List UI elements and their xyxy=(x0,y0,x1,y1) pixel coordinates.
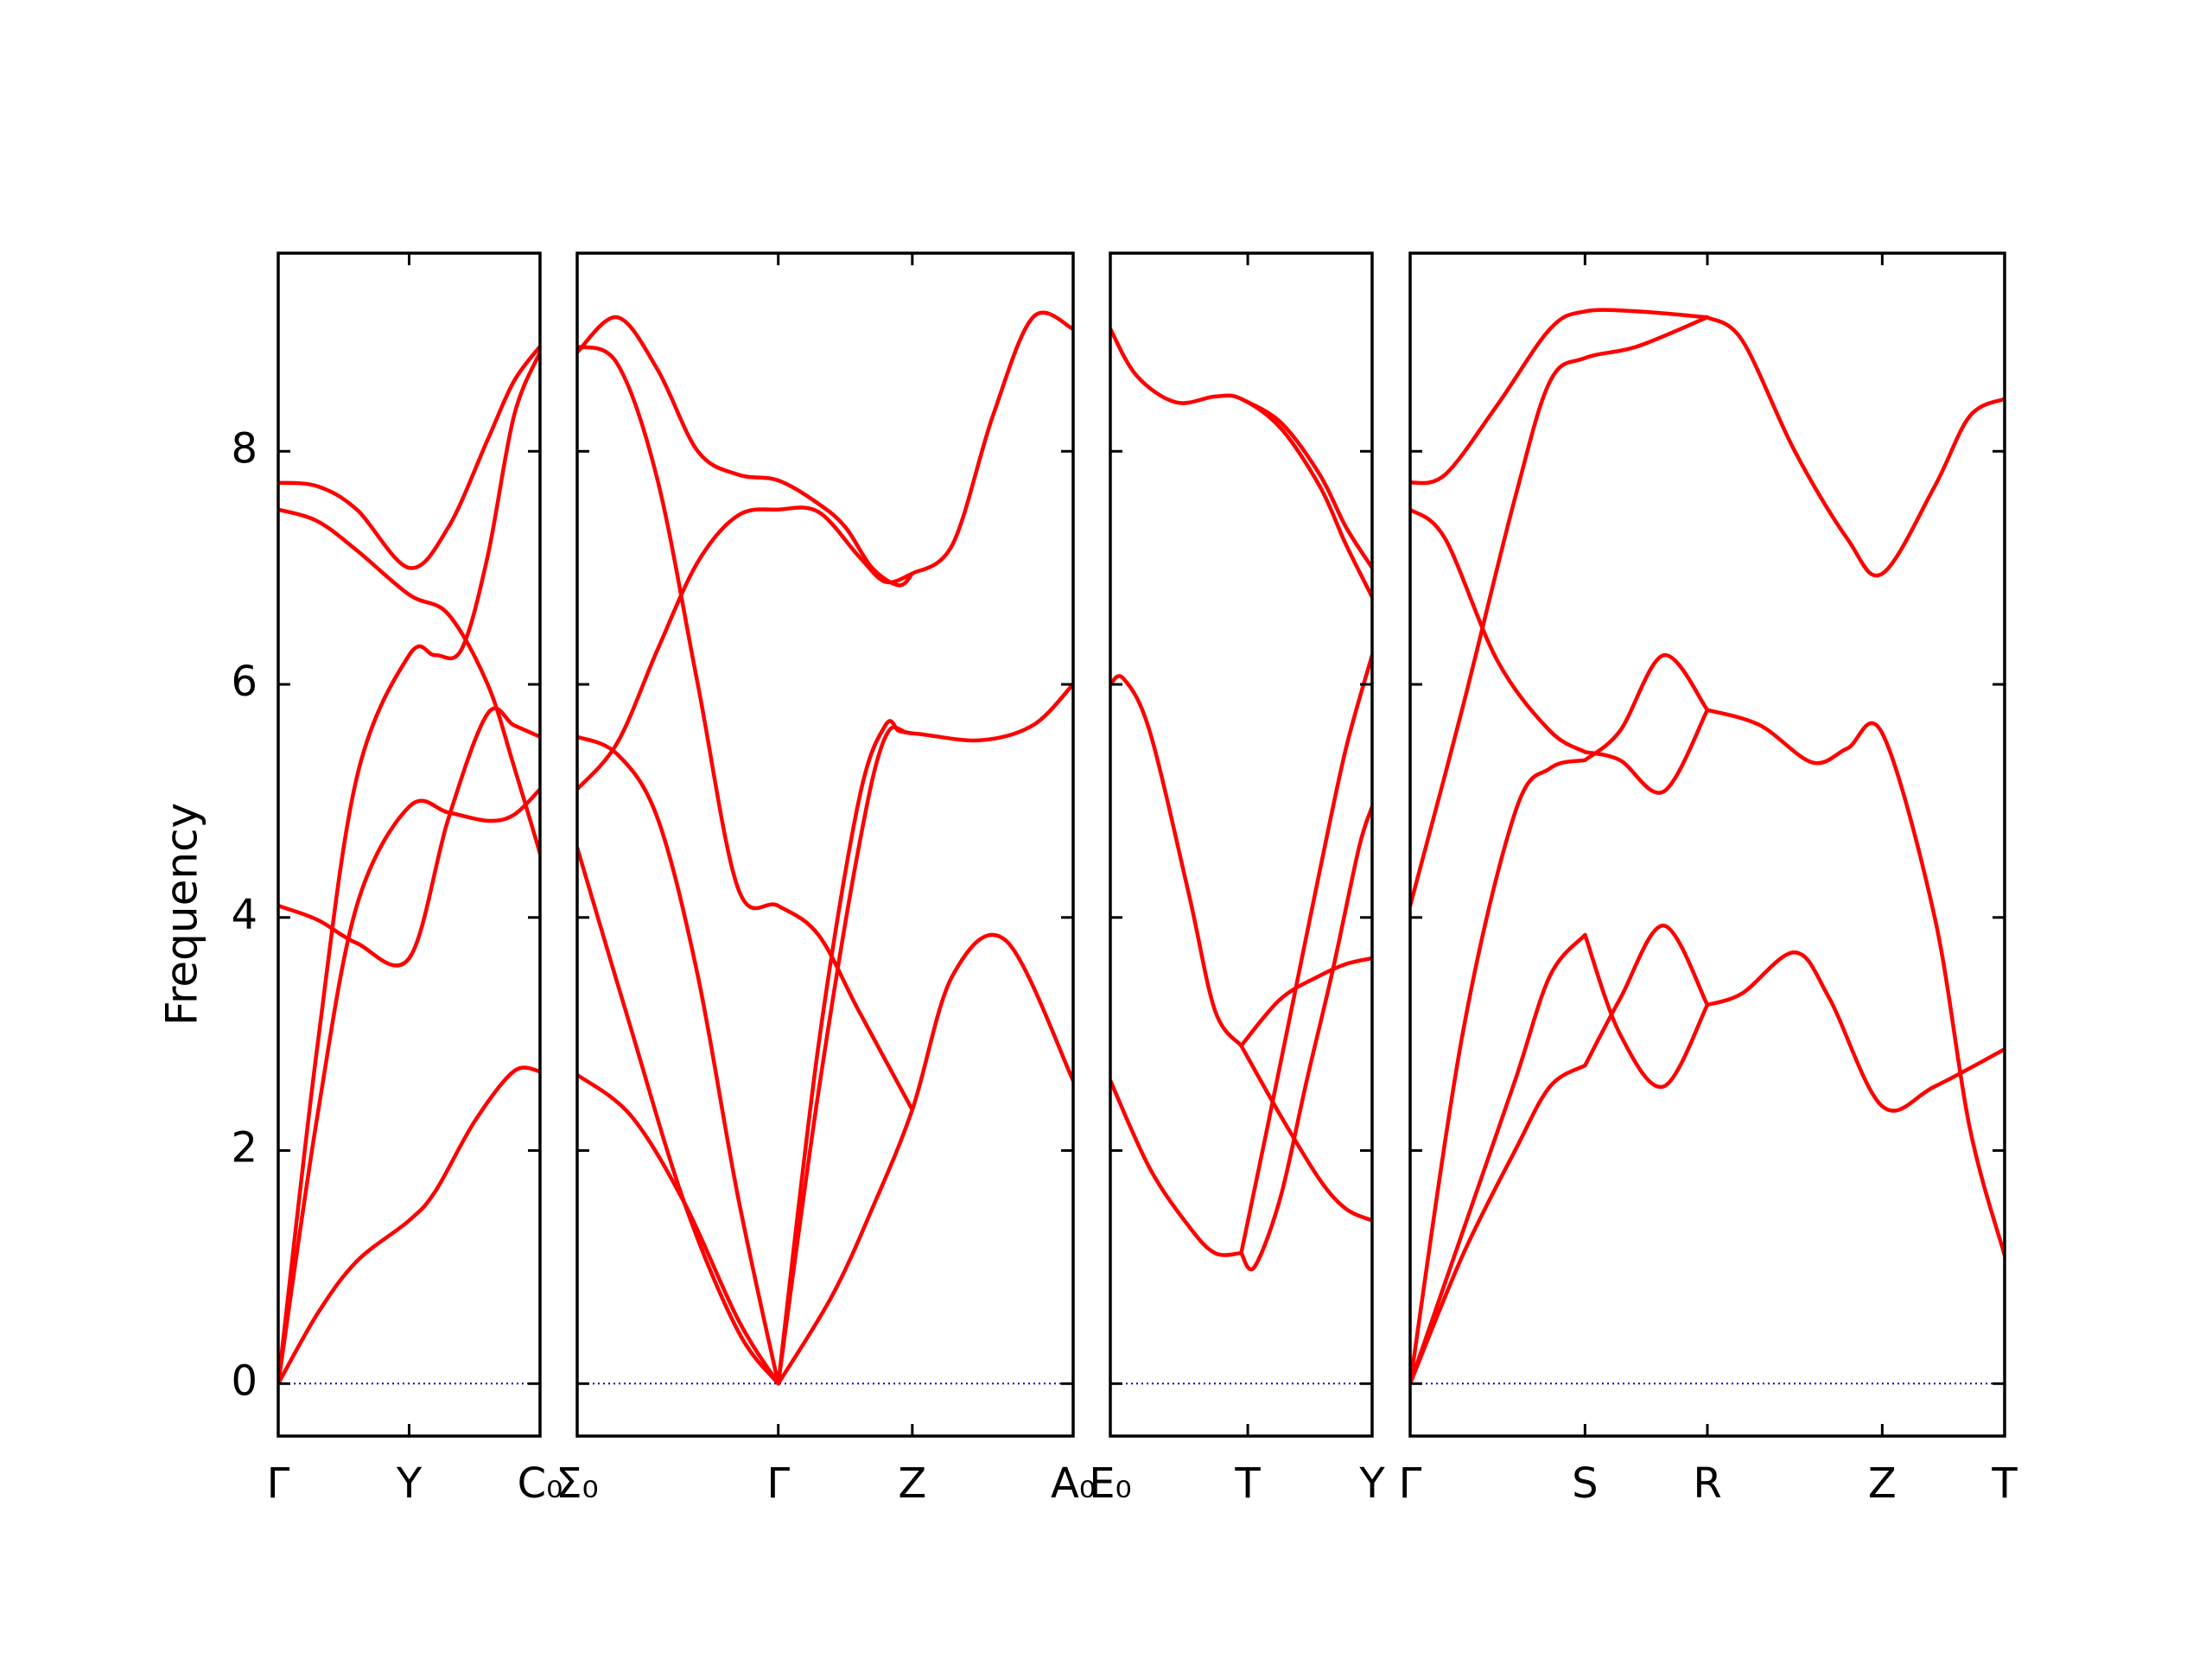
band-line xyxy=(278,350,540,1386)
y-tick-label: 0 xyxy=(231,1357,257,1405)
band-line xyxy=(1239,804,1372,1272)
x-tick-label: Γ xyxy=(766,1459,790,1508)
band-lines xyxy=(1410,308,2005,1386)
band-line xyxy=(1583,923,1710,1068)
band-line xyxy=(278,787,540,1386)
band-line xyxy=(278,706,540,968)
band-line xyxy=(1583,653,1710,762)
y-tick-label: 6 xyxy=(231,658,257,706)
panel-frame xyxy=(1109,251,1374,1438)
x-tick-label: T xyxy=(1234,1459,1261,1508)
y-tick-label: 2 xyxy=(231,1124,257,1173)
band-line xyxy=(1705,708,2005,1258)
band-line xyxy=(1239,397,1372,570)
x-tick-label: Σ₀ xyxy=(556,1459,599,1508)
band-line xyxy=(1410,1063,1587,1386)
band-line xyxy=(577,315,915,588)
x-tick-label: Γ xyxy=(1399,1459,1422,1508)
band-line xyxy=(776,719,915,1386)
band-line xyxy=(1583,932,1710,1090)
x-tick-label: Z xyxy=(1868,1459,1897,1508)
x-tick-label: E₀ xyxy=(1089,1459,1132,1508)
band-line xyxy=(910,310,1073,576)
band-line xyxy=(1110,1078,1243,1257)
band-line xyxy=(1239,956,1372,1048)
band-line xyxy=(1410,308,1710,486)
band-line xyxy=(577,845,780,1386)
band-line xyxy=(1410,507,1587,754)
x-tick-label: Γ xyxy=(267,1459,290,1508)
y-tick-label: 4 xyxy=(231,891,257,939)
band-line xyxy=(278,344,540,570)
band-line xyxy=(1705,315,2005,578)
panel-2: Σ₀ Γ Z A₀ xyxy=(556,251,1096,1508)
band-line xyxy=(1410,758,1587,1386)
band-line xyxy=(1705,950,2005,1113)
panel-3: E₀ T Y xyxy=(1089,251,1385,1508)
band-lines xyxy=(577,310,1073,1386)
panel-1: 0 2 4 6 8 Γ Y C₀ xyxy=(231,251,563,1508)
band-line xyxy=(1583,708,1710,795)
x-tick-label: S xyxy=(1572,1459,1598,1508)
band-line xyxy=(577,344,915,1112)
band-line xyxy=(1110,674,1243,1048)
panel-frame xyxy=(575,251,1075,1438)
x-tick-label: R xyxy=(1693,1459,1721,1508)
x-tick-label: Z xyxy=(898,1459,926,1508)
band-line xyxy=(1239,653,1372,1255)
band-lines xyxy=(278,344,540,1386)
y-tick-label: 8 xyxy=(231,424,257,473)
x-tick-label: Y xyxy=(1358,1459,1385,1508)
x-tick-label: T xyxy=(1991,1459,2018,1508)
band-line xyxy=(776,682,1073,1386)
x-tick-label: C₀ xyxy=(518,1459,563,1508)
x-tick-label: A₀ xyxy=(1051,1459,1096,1508)
band-line xyxy=(1410,932,1587,1386)
x-tick-label: Y xyxy=(396,1459,423,1508)
band-line xyxy=(1239,1043,1372,1223)
band-line xyxy=(278,1065,540,1386)
band-line xyxy=(577,734,780,1386)
band-line xyxy=(1410,315,1710,908)
band-line xyxy=(577,505,915,791)
band-line xyxy=(278,507,540,855)
band-lines xyxy=(1110,327,1372,1272)
y-axis-label: Frequency xyxy=(157,803,207,1026)
band-line xyxy=(776,932,1073,1386)
